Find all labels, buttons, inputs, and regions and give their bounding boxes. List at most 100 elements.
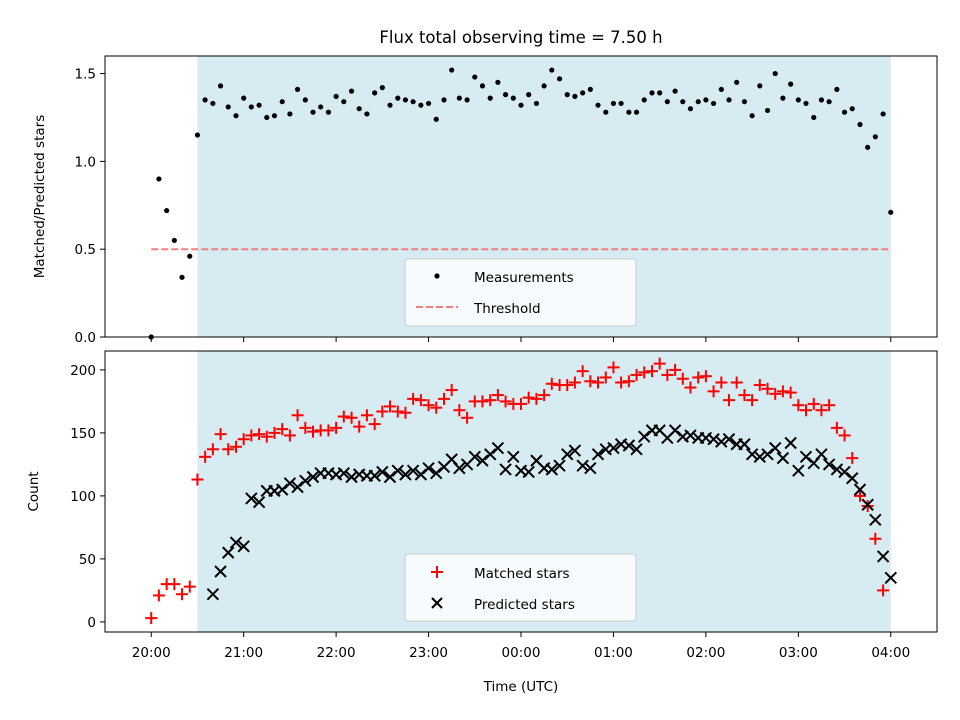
- measurement-point: [841, 109, 848, 115]
- measurement-point: [649, 90, 655, 96]
- predicted-star-point: [430, 467, 443, 480]
- x-tick-label: 23:00: [409, 645, 448, 661]
- measurement-point: [287, 111, 293, 117]
- matched-star-point: [692, 371, 705, 384]
- matched-star-point: [568, 376, 581, 389]
- measurement-point: [741, 99, 748, 105]
- predicted-star-point: [622, 439, 636, 452]
- predicted-star-point: [753, 450, 766, 464]
- measurement-point: [225, 104, 231, 110]
- matched-star-point: [268, 426, 281, 439]
- measurement-point: [818, 97, 825, 103]
- predicted-star-point: [406, 464, 420, 477]
- measurement-point: [171, 237, 177, 244]
- matched-star-point: [669, 363, 682, 376]
- measurement-point: [217, 83, 224, 89]
- predicted-star-point: [376, 465, 389, 479]
- legend-threshold-label: Threshold: [473, 301, 541, 317]
- predicted-star-point: [607, 441, 620, 455]
- matched-star-point: [214, 428, 227, 441]
- measurement-point: [418, 102, 424, 108]
- x-tick-label: 03:00: [779, 645, 818, 661]
- measurement-points: [148, 67, 894, 340]
- predicted-stars-points: [206, 424, 897, 601]
- matched-star-point: [307, 425, 319, 438]
- predicted-star-point: [738, 438, 751, 451]
- predicted-star-point: [545, 463, 558, 476]
- predicted-star-point: [822, 458, 836, 471]
- predicted-star-point: [306, 470, 320, 484]
- measurement-point: [179, 274, 185, 280]
- predicted-star-point: [499, 463, 512, 476]
- matched-star-point: [237, 433, 250, 446]
- matched-star-point: [630, 368, 643, 381]
- measurement-point: [541, 83, 547, 89]
- measurement-point: [788, 81, 794, 87]
- measurement-point: [425, 100, 432, 107]
- predicted-star-point: [707, 432, 720, 446]
- bottom-legend: Matched stars Predicted stars: [404, 553, 637, 622]
- matched-star-point: [707, 385, 720, 398]
- x-tick-label: 21:00: [224, 645, 263, 661]
- legend-matched-marker: [431, 566, 443, 578]
- measurement-point: [587, 86, 593, 92]
- measurement-point: [472, 74, 478, 80]
- measurement-point: [880, 111, 886, 117]
- bottom-y-axis-label: Count: [26, 471, 42, 511]
- matched-star-point: [222, 443, 235, 456]
- measurement-point: [695, 99, 701, 105]
- measurement-point: [811, 114, 817, 121]
- measurement-point: [834, 86, 840, 92]
- predicted-star-point: [245, 492, 258, 505]
- measurement-point: [502, 92, 509, 98]
- matched-star-point: [723, 394, 735, 407]
- matched-star-point: [607, 361, 620, 374]
- predicted-star-point: [391, 464, 404, 477]
- matched-star-point: [753, 379, 766, 392]
- matched-star-point: [846, 452, 859, 465]
- predicted-star-point: [214, 565, 227, 578]
- predicted-star-point: [846, 472, 859, 485]
- matched-star-point: [853, 489, 866, 502]
- measurement-point: [641, 97, 647, 103]
- measurement-point: [780, 95, 786, 101]
- measurement-point: [572, 93, 578, 99]
- top-y-axis: 0.0 0.5 1.0 1.5: [75, 67, 105, 346]
- measurement-point: [241, 95, 247, 101]
- predicted-star-point: [491, 441, 505, 455]
- measurement-point: [279, 99, 285, 105]
- measurement-point: [202, 97, 208, 103]
- measurement-point: [826, 99, 832, 105]
- legend-predicted-marker: [431, 597, 443, 609]
- measurement-point: [795, 97, 801, 103]
- measurement-point: [510, 95, 516, 101]
- measurement-point: [595, 102, 601, 108]
- predicted-star-point: [584, 461, 597, 475]
- top-y-tick-label: 1.0: [75, 154, 96, 170]
- measurement-point: [294, 86, 301, 92]
- x-tick-label: 22:00: [317, 645, 356, 661]
- measurement-point: [379, 85, 385, 91]
- measurement-point: [233, 113, 239, 119]
- matched-star-point: [599, 371, 612, 384]
- matched-star-point: [730, 376, 743, 389]
- bottom-y-tick-label: 0: [87, 615, 96, 631]
- matched-star-point: [276, 423, 289, 436]
- measurement-point: [248, 104, 254, 110]
- measurement-point: [603, 109, 609, 115]
- matched-star-point: [699, 370, 712, 383]
- matched-star-point: [484, 394, 497, 407]
- predicted-star-point: [468, 450, 481, 464]
- matched-star-point: [145, 612, 158, 625]
- x-tick-label: 04:00: [871, 645, 910, 661]
- legend-predicted-label: Predicted stars: [474, 597, 575, 613]
- matched-star-point: [615, 376, 628, 389]
- matched-star-point: [152, 589, 165, 602]
- matched-star-point: [661, 368, 674, 381]
- measurement-point: [441, 97, 447, 103]
- matched-star-point: [769, 387, 782, 400]
- matched-star-point: [746, 394, 759, 407]
- matched-star-point: [384, 400, 397, 413]
- predicted-star-point: [776, 451, 790, 465]
